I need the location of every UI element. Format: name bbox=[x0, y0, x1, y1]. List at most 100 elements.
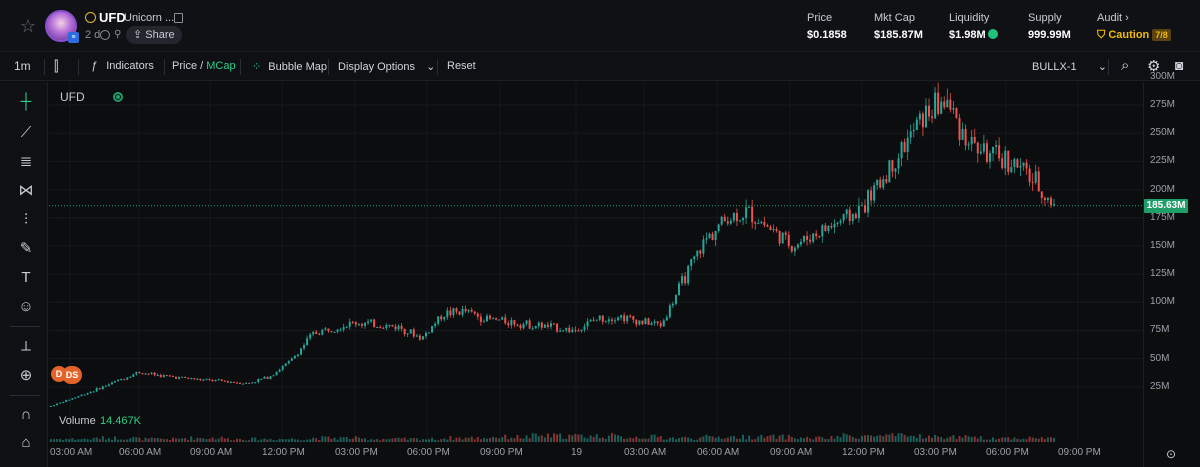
candle-body bbox=[760, 221, 763, 224]
display-options-button[interactable]: Display Options ⌄ bbox=[338, 60, 435, 73]
y-tick-label: 200M bbox=[1150, 183, 1176, 195]
emoji-icon[interactable]: ☺ bbox=[18, 298, 34, 315]
zoom-search-icon[interactable]: ⌕ bbox=[1121, 57, 1130, 74]
text-tool-icon[interactable]: T bbox=[21, 269, 31, 286]
volume-bar bbox=[537, 436, 540, 442]
mcap-option[interactable]: MCap bbox=[206, 60, 236, 72]
platform-badge-icon: ≡ bbox=[68, 32, 79, 43]
volume-bar bbox=[104, 439, 107, 442]
camera-icon[interactable]: ◙ bbox=[1175, 57, 1184, 73]
volume-bar bbox=[223, 438, 226, 442]
candle-style-icon[interactable]: ⫿ bbox=[54, 58, 59, 74]
reset-button[interactable]: Reset bbox=[447, 60, 476, 72]
brush-icon[interactable]: ✎ bbox=[19, 240, 33, 257]
volume-bar bbox=[998, 438, 1001, 442]
candle-body bbox=[266, 376, 269, 379]
volume-bar bbox=[766, 436, 769, 442]
candle-body bbox=[543, 324, 546, 328]
candle-body bbox=[556, 323, 559, 332]
link-icon[interactable]: ⚲ bbox=[114, 29, 122, 40]
timezone-settings-icon[interactable]: ⊙ bbox=[1166, 447, 1177, 461]
volume-bar bbox=[296, 439, 299, 442]
volume-bar bbox=[693, 439, 696, 442]
candle-body bbox=[553, 323, 556, 325]
candle-body bbox=[665, 317, 668, 321]
candle-body bbox=[1031, 182, 1034, 184]
volume-bar bbox=[464, 437, 467, 442]
candle-body bbox=[205, 379, 208, 381]
chevron-down-icon: ⌄ bbox=[1097, 61, 1107, 73]
stat-supply: Supply 999.99M bbox=[1028, 12, 1071, 41]
volume-bar bbox=[583, 437, 586, 442]
volume-bar bbox=[1001, 437, 1004, 442]
price-mcap-toggle[interactable]: Price / MCap bbox=[172, 60, 236, 72]
candle-body bbox=[635, 319, 638, 325]
settings-gear-icon[interactable]: ⚙ bbox=[1147, 58, 1161, 75]
chart-source-selector[interactable]: BULLX-1 ⌄ bbox=[1032, 60, 1107, 73]
candle-body bbox=[714, 230, 717, 240]
candle-body bbox=[165, 375, 168, 377]
candle-body bbox=[138, 372, 141, 374]
audit-section[interactable]: Audit › ⛉ Caution 7/8 bbox=[1097, 12, 1171, 42]
lock-drawings-icon[interactable]: ⌂ bbox=[21, 434, 31, 451]
candle-body bbox=[690, 259, 693, 266]
candle-body bbox=[857, 205, 860, 219]
current-value-tag: 185.63M bbox=[1144, 198, 1188, 213]
candle-body bbox=[104, 385, 107, 387]
volume-bar bbox=[708, 436, 711, 442]
volume-bar bbox=[1010, 439, 1013, 442]
volume-bar bbox=[738, 438, 741, 442]
volume-bar bbox=[135, 437, 138, 442]
price-axis[interactable]: 300M 275M 250M 225M 200M 175M 150M 125M 100M 75M 5… bbox=[1143, 71, 1200, 467]
fib-tools-icon[interactable]: ⫶ bbox=[24, 211, 28, 228]
candle-body bbox=[77, 396, 80, 398]
candle-body bbox=[190, 378, 193, 380]
bubble-map-button[interactable]: ⁘ Bubble Map bbox=[252, 60, 327, 73]
pattern-icon[interactable]: ⋈ bbox=[18, 182, 34, 199]
candle-body bbox=[754, 222, 757, 224]
bubble-map-label: Bubble Map bbox=[268, 61, 327, 73]
volume-bar bbox=[467, 437, 470, 442]
candle-body bbox=[437, 316, 440, 324]
candle-body bbox=[1007, 150, 1010, 172]
volume-bar bbox=[437, 440, 440, 442]
ruler-icon[interactable]: ⟂ bbox=[20, 338, 31, 355]
interval-selector[interactable]: 1m bbox=[14, 59, 31, 73]
divider bbox=[10, 395, 40, 396]
share-button[interactable]: ⇪ Share bbox=[126, 26, 182, 44]
share-label: Share bbox=[145, 29, 175, 41]
copy-icon[interactable] bbox=[174, 13, 183, 23]
horizontal-lines-icon[interactable]: ≣ bbox=[19, 153, 33, 170]
candle-body bbox=[659, 323, 662, 327]
zoom-in-icon[interactable]: ⊕ bbox=[19, 367, 33, 384]
candle-body bbox=[815, 233, 818, 237]
magnet-icon[interactable]: ∩ bbox=[20, 406, 32, 423]
candle-body bbox=[662, 320, 665, 327]
price-chart[interactable] bbox=[49, 82, 1143, 467]
trendline-icon[interactable]: ⟋ bbox=[20, 124, 32, 141]
volume-bar bbox=[449, 436, 452, 442]
dev-sell-badge[interactable]: DS bbox=[62, 366, 82, 384]
volume-bar bbox=[574, 433, 577, 442]
volume-bar bbox=[958, 435, 961, 442]
volume-bar bbox=[1049, 437, 1052, 442]
candle-body bbox=[735, 212, 738, 222]
candle-body bbox=[110, 382, 113, 385]
volume-bar bbox=[796, 439, 799, 442]
chevron-right-icon: › bbox=[1125, 12, 1129, 24]
price-option[interactable]: Price bbox=[172, 60, 198, 72]
candle-body bbox=[296, 354, 299, 357]
candle-body bbox=[705, 238, 708, 240]
candle-body bbox=[882, 179, 885, 188]
favorite-star-icon[interactable]: ☆ bbox=[19, 16, 37, 36]
candle-body bbox=[117, 379, 120, 382]
volume-bar bbox=[53, 439, 56, 442]
volume-bar bbox=[251, 437, 254, 442]
volume-bar bbox=[924, 437, 927, 442]
candle-body bbox=[519, 325, 522, 329]
indicators-button[interactable]: ƒ Indicators bbox=[91, 60, 154, 72]
crosshair-icon[interactable]: ┼ bbox=[20, 93, 32, 110]
audit-score-badge: 7/8 bbox=[1152, 29, 1171, 41]
candle-body bbox=[473, 311, 476, 314]
volume-bar bbox=[641, 438, 644, 442]
